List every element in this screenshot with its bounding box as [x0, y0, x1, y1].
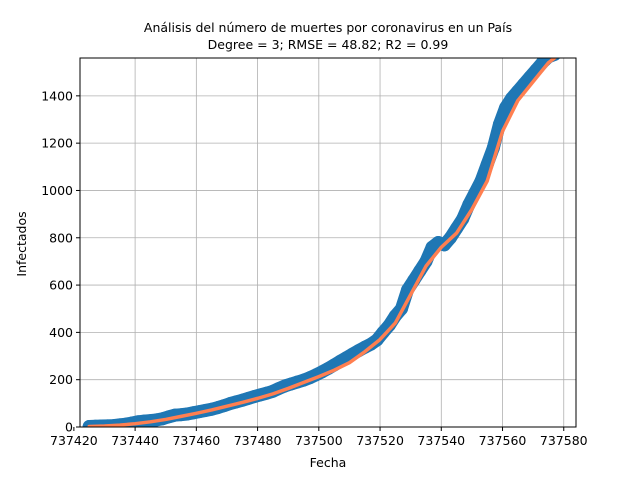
chart-subtitle: Degree = 3; RMSE = 48.82; R2 = 0.99 — [208, 37, 449, 52]
x-tick-label: 737540 — [417, 433, 465, 448]
y-tick-label: 400 — [49, 325, 73, 340]
x-tick-label: 737500 — [295, 433, 343, 448]
y-tick-label: 1200 — [41, 136, 73, 151]
x-tick-label: 737560 — [479, 433, 527, 448]
y-tick-label: 1000 — [41, 183, 73, 198]
x-tick-label: 737520 — [356, 433, 404, 448]
y-tick-label: 800 — [49, 230, 73, 245]
y-tick-label: 200 — [49, 372, 73, 387]
axes: 737420 737440 737460 737480 737500 737520 7375… — [41, 57, 588, 448]
x-tick-label: 737580 — [540, 433, 588, 448]
x-tick-label: 737480 — [234, 433, 282, 448]
plot-frame — [79, 57, 577, 428]
y-tick-label: 0 — [65, 420, 73, 435]
chart-title: Análisis del número de muertes por coron… — [144, 20, 512, 35]
x-tick-label: 737460 — [172, 433, 220, 448]
x-tick-label: 737440 — [111, 433, 159, 448]
y-tick-label: 600 — [49, 278, 73, 293]
x-tick-label: 737420 — [50, 433, 98, 448]
fit-line — [87, 58, 558, 427]
plot-area — [82, 58, 561, 427]
y-tick-label: 1400 — [41, 88, 73, 103]
x-axis-label: Fecha — [310, 455, 347, 470]
y-axis-label: Infectados — [14, 211, 29, 276]
